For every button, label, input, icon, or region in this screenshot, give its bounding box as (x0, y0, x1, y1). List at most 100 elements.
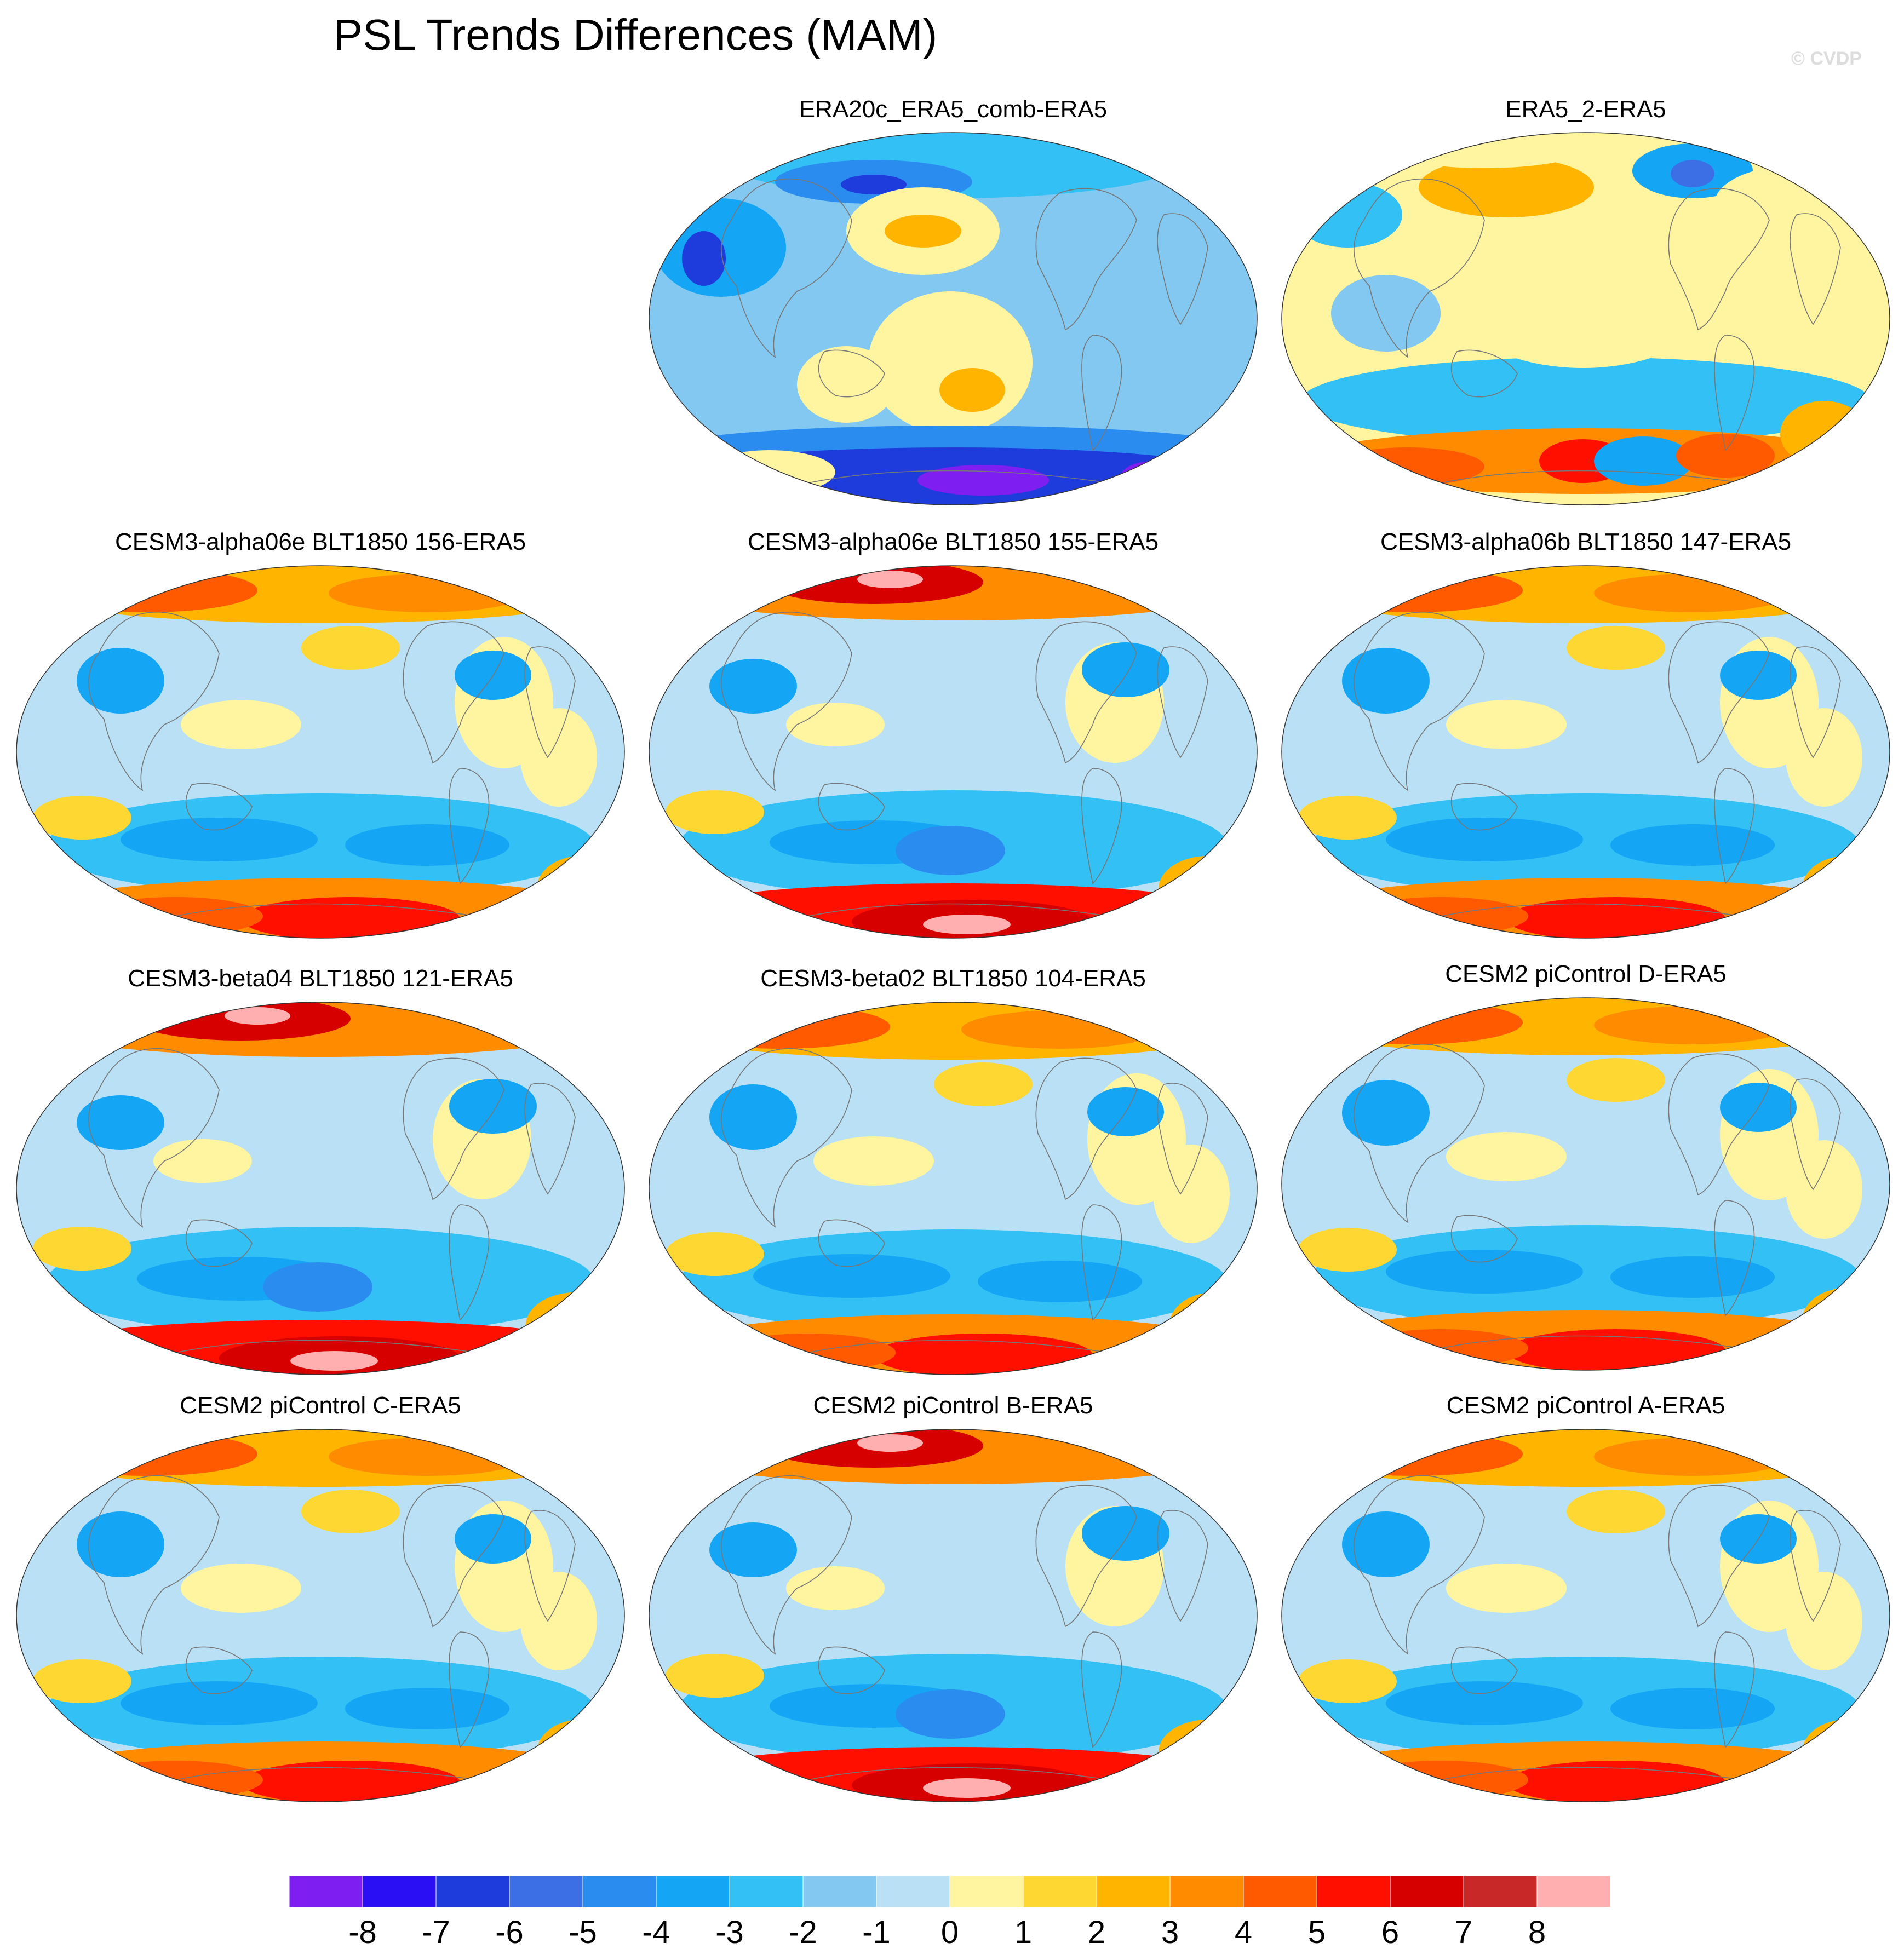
contour-region (520, 1572, 597, 1670)
colorbar-tick-label: 8 (1528, 1915, 1546, 1950)
contour-region (857, 571, 923, 588)
contour-region (1610, 824, 1775, 866)
colorbar-swatch (582, 1875, 657, 1908)
contour-region (797, 346, 896, 423)
map-panel (649, 1002, 1258, 1375)
colorbar-tick-label: 5 (1308, 1915, 1326, 1950)
colorbar-swatch (1390, 1875, 1464, 1908)
contour-region (709, 1522, 797, 1577)
colorbar-swatch (1169, 1875, 1244, 1908)
contour-region (1353, 897, 1528, 935)
contour-region (1594, 574, 1791, 612)
contour-region (1386, 1250, 1583, 1294)
colorbar-tick-label: -2 (789, 1915, 817, 1950)
field-layer (649, 1429, 1257, 1802)
contour-region (449, 1079, 537, 1134)
colorbar-swatch (509, 1875, 583, 1908)
colorbar-swatch (1463, 1875, 1538, 1908)
contour-region (1331, 275, 1441, 352)
map-panel (16, 1002, 625, 1375)
contour-region (1446, 1132, 1567, 1181)
contour-region (1301, 566, 1871, 623)
contour-region (896, 1689, 1005, 1739)
colorbar-swatch (435, 1875, 510, 1908)
colorbar-tick-label: 1 (1014, 1915, 1032, 1950)
contour-region (1714, 165, 1879, 242)
coastlines (721, 179, 1208, 484)
coastlines (721, 612, 1208, 917)
contour-region (526, 1292, 624, 1358)
field-layer (649, 566, 1257, 938)
panel-title: CESM3-alpha06e BLT1850 156-ERA5 (114, 528, 526, 555)
field-layer (649, 1002, 1257, 1375)
contour-region (786, 1566, 885, 1610)
contour-region (241, 1761, 460, 1802)
contour-region (682, 231, 726, 286)
contour-region (301, 1490, 400, 1533)
contour-region (181, 700, 301, 749)
field-layer (16, 566, 624, 938)
colorbar-swatch (949, 1875, 1024, 1908)
panel-title: CESM2 piControl B-ERA5 (813, 1392, 1093, 1419)
contour-region (1594, 1438, 1791, 1476)
colorbar-tick-label: -6 (495, 1915, 524, 1950)
colorbar-swatch (656, 1875, 730, 1908)
coastlines (88, 612, 576, 917)
colorbar-tick-label: 4 (1235, 1915, 1252, 1950)
field-layer (1282, 133, 1890, 505)
colorbar-tick-label: -7 (422, 1915, 450, 1950)
contour-region (1786, 1140, 1862, 1239)
contour-region (1120, 461, 1186, 494)
contour-region (1082, 1506, 1169, 1561)
contour-region (1386, 818, 1583, 861)
contour-region (1594, 436, 1693, 486)
panel-title: CESM2 piControl D-ERA5 (1445, 961, 1727, 987)
colorbar-swatch (289, 1875, 363, 1908)
contour-region (1714, 226, 1824, 335)
panel-title: CESM3-alpha06b BLT1850 147-ERA5 (1380, 528, 1792, 555)
contour-region (1671, 160, 1714, 187)
colorbar-tick-label: -4 (642, 1915, 670, 1950)
contour-region (1446, 700, 1567, 749)
contour-region (1301, 998, 1871, 1055)
contour-region (874, 1334, 1093, 1375)
contour-region (978, 1261, 1142, 1302)
map-border (649, 1429, 1258, 1802)
field-layer (1282, 566, 1890, 938)
contour-region (1567, 626, 1665, 670)
field-layer (1282, 998, 1890, 1370)
contour-region (704, 450, 835, 494)
contour-region (885, 215, 961, 248)
contour-region (1506, 897, 1725, 938)
contour-region (896, 826, 1005, 875)
field-layer (649, 133, 1257, 505)
colorbar-swatch (1316, 1875, 1391, 1908)
contour-region (1298, 1659, 1397, 1703)
contour-region (1082, 642, 1169, 697)
map-panel (649, 1429, 1258, 1802)
contour-region (923, 915, 1011, 934)
contour-region (1159, 856, 1257, 922)
panel-title: CESM3-beta02 BLT1850 104-ERA5 (760, 965, 1146, 992)
contour-region (1419, 157, 1594, 217)
contour-region (36, 566, 605, 623)
map-panel (16, 565, 625, 939)
contour-region (923, 1778, 1011, 1798)
map-border (16, 565, 625, 939)
contour-region (1353, 1329, 1528, 1367)
contour-region (153, 1139, 252, 1183)
contour-region (666, 1232, 764, 1276)
contour-region (1506, 1329, 1725, 1370)
colorbar-tick-label: -1 (862, 1915, 891, 1950)
contour-region (1506, 1761, 1725, 1802)
colorbar-swatch (729, 1875, 804, 1908)
colorbar-swatch (876, 1875, 950, 1908)
panel-title: CESM2 piControl C-ERA5 (180, 1392, 461, 1419)
map-panel (1281, 1429, 1890, 1802)
contour-region (225, 1007, 290, 1025)
panel-title: CESM2 piControl A-ERA5 (1446, 1392, 1725, 1419)
contour-region (857, 1434, 923, 1452)
contour-region (934, 1062, 1033, 1106)
contour-region (1676, 434, 1775, 478)
contour-region (329, 1438, 526, 1476)
